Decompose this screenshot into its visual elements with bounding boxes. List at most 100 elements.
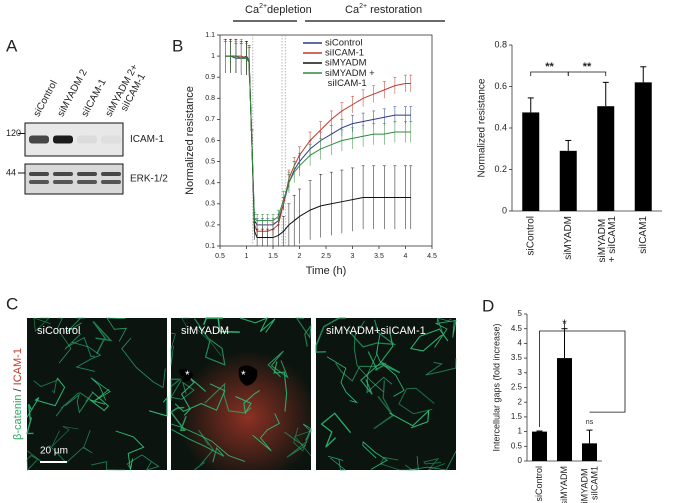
y-axis-label: Normalized resistance — [184, 86, 196, 195]
x-tick-label: siMYADM — [563, 216, 574, 260]
y-tick-label: 1.1 — [205, 32, 215, 39]
y-tick-label: 1 — [211, 53, 215, 60]
cell-junction — [239, 317, 276, 333]
y-tick-label: 3.5 — [511, 353, 523, 362]
molecular-weight: 120 — [6, 128, 21, 138]
cell-junction — [92, 321, 113, 355]
lane-label: siMYADM 2+siICAM-1 — [103, 62, 150, 124]
bar — [559, 150, 577, 211]
cell-junction — [346, 319, 397, 348]
bar — [522, 112, 540, 211]
text-part: ICAM-1 — [12, 348, 24, 385]
y-tick-label: 0.4 — [494, 122, 507, 132]
micrograph-bg — [27, 318, 167, 470]
y-tick-label: 1.5 — [511, 412, 523, 421]
y-tick-label: 0 — [502, 205, 507, 215]
legend-label: siControl — [325, 38, 363, 49]
cell-junction — [26, 450, 42, 472]
gap-marker: * — [241, 368, 246, 382]
cell-junction — [66, 317, 86, 333]
cell-junction — [64, 392, 93, 414]
micrograph-label: siControl — [37, 325, 80, 337]
micrograph — [315, 317, 457, 471]
cell-junction — [90, 377, 111, 402]
legend-label: siICAM-1 — [325, 48, 364, 59]
cell-junction — [148, 396, 168, 417]
stain-label: β-catenin / ICAM-1 — [12, 348, 24, 440]
molecular-weight: 44 — [6, 167, 16, 177]
y-tick-label: 0.5 — [205, 158, 215, 165]
cell-junction — [267, 350, 289, 379]
cell-junction — [320, 412, 352, 448]
cell-junction — [389, 409, 430, 429]
y-tick-label: 0.1 — [205, 243, 215, 250]
cell-junction — [423, 457, 445, 471]
y-tick-label: 1 — [518, 427, 523, 436]
cell-junction — [327, 455, 347, 471]
band — [53, 135, 73, 144]
cell-junction — [434, 320, 457, 348]
cell-junction — [174, 383, 226, 413]
significance-bracket — [539, 330, 626, 428]
cell-junction — [170, 379, 195, 400]
panel-label: D — [482, 296, 494, 315]
y-tick-label: 0.9 — [205, 74, 215, 81]
cell-junction — [235, 390, 261, 415]
band — [29, 172, 49, 176]
band — [29, 135, 49, 144]
cell-junction — [193, 318, 226, 366]
cell-junction — [126, 454, 160, 471]
text-part: / — [12, 385, 24, 394]
cell-junction — [55, 392, 97, 417]
y-tick-label: 0.2 — [205, 222, 215, 229]
y-axis-label: Intercellular gaps (fold increase) — [491, 323, 501, 451]
panel-label: B — [172, 36, 183, 55]
cell-junction — [436, 317, 452, 336]
band — [29, 180, 49, 184]
x-tick-label: 0.5 — [215, 253, 225, 260]
scale-bar-label: 20 µm — [40, 446, 68, 457]
x-tick-label: 3.5 — [374, 253, 384, 260]
x-tick-label: 1.5 — [268, 253, 278, 260]
cell-junction — [169, 406, 187, 432]
x-tick-label: siMYADM — [559, 466, 569, 503]
cell-junction — [51, 426, 79, 448]
y-tick-label: 4.5 — [511, 324, 523, 333]
x-tick-label: 4.5 — [427, 253, 437, 260]
cell-junction — [170, 332, 176, 366]
micrograph — [26, 317, 168, 472]
y-tick-label: 0.8 — [205, 95, 215, 102]
y-tick-label: 0.4 — [205, 180, 215, 187]
cell-junction — [193, 429, 215, 471]
text-part: Ca — [345, 4, 360, 16]
significance-bracket — [567, 71, 607, 76]
bar — [557, 358, 572, 461]
cell-junction — [26, 377, 66, 418]
cell-junction — [335, 362, 387, 382]
significance-label: ** — [583, 61, 592, 73]
bar — [532, 431, 547, 461]
icam-signal — [171, 338, 311, 470]
cell-junction — [121, 337, 166, 389]
x-tick-label: siMYADM + siICAM1 — [580, 466, 600, 503]
band — [101, 180, 121, 184]
x-tick-label: 2 — [298, 253, 302, 260]
band — [101, 135, 121, 144]
cell-junction — [204, 382, 252, 414]
band — [77, 172, 97, 176]
cell-junction — [315, 317, 346, 353]
x-tick-label: 3 — [351, 253, 355, 260]
x-tick-label: siControl — [534, 466, 544, 502]
panel-label: A — [6, 36, 18, 55]
cell-junction — [106, 317, 127, 342]
bar — [582, 443, 597, 461]
y-axis-label: Normalized resistance — [477, 78, 488, 177]
cell-junction — [26, 403, 34, 435]
x-tick-label: siICAM1 — [638, 216, 649, 254]
text-part: 2+ — [259, 3, 267, 10]
cell-junction — [181, 317, 222, 357]
band — [53, 180, 73, 184]
text-part: 2+ — [359, 3, 367, 10]
significance-label: * — [562, 317, 567, 331]
cell-junction — [326, 356, 359, 404]
